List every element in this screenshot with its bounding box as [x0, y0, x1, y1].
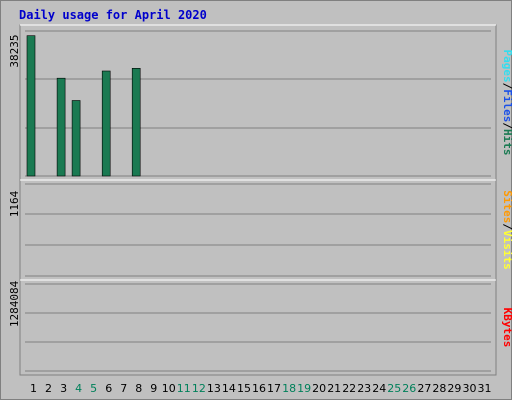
y-axis-title-part: Visits: [501, 230, 512, 270]
x-tick-label-11: 11: [177, 382, 191, 395]
y-axis-title-part: KBytes: [501, 308, 512, 348]
y-axis-title-part: Sites: [501, 190, 512, 223]
bar-hits-day-4: [71, 100, 81, 177]
x-tick-label-4: 4: [75, 382, 82, 395]
panel-kbytes: [19, 279, 497, 376]
y-axis-title-hits: Pages/Files/Hits: [501, 50, 512, 156]
y-axis-title-kbytes: KBytes: [501, 308, 512, 348]
x-tick-label-31: 31: [478, 382, 492, 395]
x-tick-label-3: 3: [60, 382, 67, 395]
y-axis-title-part: /: [501, 223, 512, 230]
x-tick-label-17: 17: [267, 382, 281, 395]
y-max-label-hits: 38235: [8, 34, 21, 67]
bar-hits-day-8: [131, 68, 141, 177]
y-axis-title-part: Hits: [501, 129, 512, 156]
panel-visits: [19, 179, 497, 281]
x-tick-label-13: 13: [207, 382, 221, 395]
x-tick-label-24: 24: [372, 382, 386, 395]
bar-marks: [26, 35, 141, 177]
y-max-label-visits: 1164: [8, 190, 21, 217]
panel-hits: [19, 24, 497, 181]
y-axis-max-labels: 38235 1164 1284084: [8, 34, 21, 327]
y-axis-title-part: Files: [501, 89, 512, 122]
x-tick-label-18: 18: [282, 382, 296, 395]
chart-title: Daily usage for April 2020: [19, 8, 207, 22]
x-tick-label-28: 28: [432, 382, 446, 395]
x-tick-label-12: 12: [192, 382, 206, 395]
x-tick-label-9: 9: [150, 382, 157, 395]
x-tick-label-8: 8: [135, 382, 142, 395]
x-tick-label-6: 6: [105, 382, 112, 395]
y-axis-title-part: Pages: [501, 50, 512, 83]
x-axis-tick-labels: 1 2 3 4 5 6 7 8 9 10 11 12 13 14 15 16 17 18 19 20 21 22 23 24 2…: [30, 382, 492, 395]
bar-hits-day-6: [101, 70, 111, 177]
x-tick-label-19: 19: [297, 382, 311, 395]
x-tick-label-5: 5: [90, 382, 97, 395]
x-tick-label-29: 29: [447, 382, 461, 395]
x-tick-label-2: 2: [45, 382, 52, 395]
x-tick-label-20: 20: [312, 382, 326, 395]
x-tick-label-25: 25: [387, 382, 401, 395]
bar-hits-day-1: [26, 35, 36, 177]
bar-hits-day-3: [56, 77, 66, 177]
x-tick-label-27: 27: [417, 382, 431, 395]
x-tick-label-22: 22: [342, 382, 356, 395]
x-tick-label-10: 10: [162, 382, 176, 395]
y-axis-title-visits: Sites/Visits: [501, 190, 512, 270]
x-tick-label-26: 26: [402, 382, 416, 395]
y-axis-title-part: /: [501, 83, 512, 90]
y-axis-title-part: /: [501, 122, 512, 129]
y-max-label-kbytes: 1284084: [8, 280, 21, 327]
x-tick-label-14: 14: [222, 382, 236, 395]
x-tick-label-7: 7: [120, 382, 127, 395]
x-tick-label-21: 21: [327, 382, 341, 395]
x-tick-label-16: 16: [252, 382, 266, 395]
x-tick-label-15: 15: [237, 382, 251, 395]
chart-panels: [19, 24, 497, 376]
x-tick-label-30: 30: [463, 382, 477, 395]
x-tick-label-23: 23: [357, 382, 371, 395]
x-tick-label-1: 1: [30, 382, 37, 395]
